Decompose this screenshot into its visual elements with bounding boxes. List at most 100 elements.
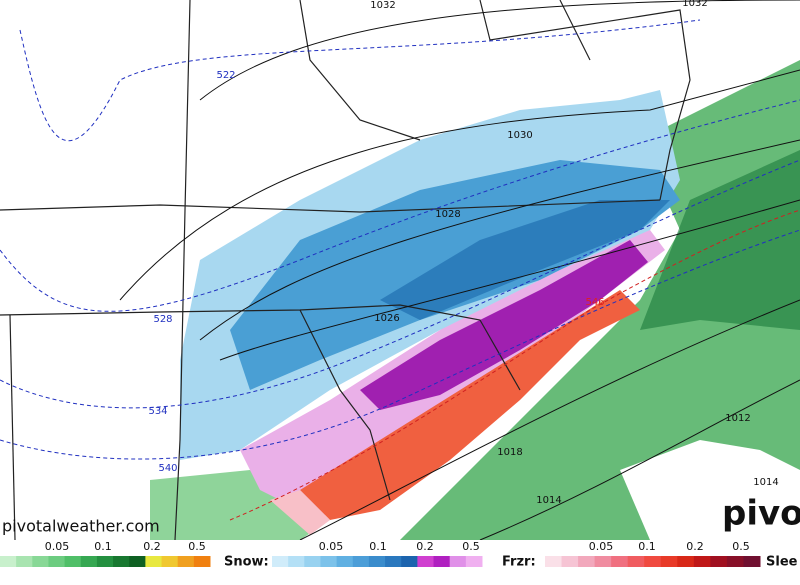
legend-tick-label: 0.2 — [143, 540, 161, 553]
frzr-swatch — [743, 556, 761, 567]
state-border — [559, 0, 591, 61]
frzr-swatch — [545, 556, 563, 567]
frzr-swatch — [693, 556, 711, 567]
contour-label: 534 — [148, 406, 167, 417]
legend-tick-label: 0.5 — [732, 540, 750, 553]
rain-light — [150, 470, 330, 540]
pressure-contour — [219, 199, 800, 361]
rain-swatch — [161, 556, 179, 567]
rain-heavy — [640, 150, 800, 330]
contour-label: 546 — [585, 297, 604, 308]
snow-swatch — [433, 556, 451, 567]
rain-swatch — [96, 556, 114, 567]
snow-swatch — [272, 556, 289, 567]
frzr-swatch — [578, 556, 596, 567]
snow-swatch — [320, 556, 338, 567]
thickness-contour — [229, 209, 800, 521]
state-border — [479, 0, 691, 201]
state-border — [0, 304, 521, 391]
legend-tick-label: 0.1 — [638, 540, 656, 553]
state-border — [9, 314, 16, 541]
dry-area — [620, 440, 800, 540]
snow-swatch — [368, 556, 386, 567]
legend-tick-label: 0.05 — [319, 540, 344, 553]
contour-label: 1014 — [536, 495, 561, 506]
contour-label: 1030 — [507, 130, 532, 141]
pressure-contour — [299, 299, 800, 541]
rain-swatch — [193, 556, 211, 567]
rain-swatch — [48, 556, 66, 567]
contour-label: 1012 — [725, 413, 750, 424]
rain-swatch — [64, 556, 82, 567]
frzr-swatch — [710, 556, 728, 567]
snow-swatch — [465, 556, 483, 567]
contour-label: 1026 — [374, 313, 399, 324]
rain-swatch — [32, 556, 49, 567]
precip-areas — [150, 60, 800, 540]
legend-tick-label: 0.5 — [188, 540, 206, 553]
rain-swatch — [129, 556, 146, 567]
frzr-swatch — [726, 556, 744, 567]
state-border — [299, 0, 421, 141]
legend-tick-label: 0.1 — [94, 540, 112, 553]
contour-label: 1028 — [435, 209, 460, 220]
legend-title: Frzr: — [502, 555, 536, 570]
snow-swatch — [401, 556, 418, 567]
contour-label: 1032 — [370, 0, 395, 11]
contours — [0, 0, 800, 541]
legend-tick-label: 0.05 — [45, 540, 70, 553]
snow-swatch — [352, 556, 370, 567]
pressure-contour — [119, 69, 800, 301]
legend-tick-label: 0.05 — [589, 540, 614, 553]
frzr-swatch — [644, 556, 662, 567]
snow-swatch — [449, 556, 467, 567]
contour-label: 1032 — [682, 0, 707, 9]
pressure-contour — [479, 379, 800, 541]
thickness-contour — [19, 19, 701, 141]
contour-label: 522 — [216, 70, 235, 81]
state-border — [299, 309, 391, 501]
legend-title: Slee — [766, 555, 798, 570]
legend-tick-label: 0.1 — [369, 540, 387, 553]
contour-label: 528 — [153, 314, 172, 325]
legend-tick-label: 0.5 — [462, 540, 480, 553]
frzr-light — [270, 490, 330, 535]
snow-swatch — [385, 556, 402, 567]
borders — [0, 0, 691, 541]
frzr-swatch — [627, 556, 645, 567]
state-border — [174, 0, 191, 541]
snow-swatch — [288, 556, 305, 567]
legend-title: Snow: — [224, 555, 269, 570]
snow-swatch — [304, 556, 321, 567]
pressure-contour — [199, 0, 800, 101]
state-border — [0, 199, 661, 213]
rain-swatch — [16, 556, 33, 567]
pressure-contour — [199, 139, 800, 341]
thickness-contour — [0, 159, 800, 409]
rain-swatch — [145, 556, 163, 567]
frzr-area — [300, 290, 640, 520]
frzr-swatch — [677, 556, 695, 567]
thickness-contour — [0, 99, 800, 312]
frzr-swatch — [594, 556, 612, 567]
contour-label: 540 — [158, 463, 177, 474]
contour-label: 1014 — [753, 477, 778, 488]
frzr-swatch — [660, 556, 678, 567]
watermark: pivotalweather.com — [2, 517, 160, 536]
rain-swatch — [113, 556, 130, 567]
logo: pivo — [722, 494, 800, 534]
legend-tick-label: 0.2 — [416, 540, 434, 553]
rain-area — [400, 60, 800, 540]
snow-heavy — [380, 200, 670, 320]
frzr-swatch — [611, 556, 629, 567]
contour-label: 1018 — [497, 447, 522, 458]
snow-swatch — [336, 556, 354, 567]
sleet-heavy — [360, 240, 648, 410]
snow-swatch — [417, 556, 435, 567]
rain-swatch — [80, 556, 98, 567]
frzr-swatch — [561, 556, 579, 567]
legend-tick-label: 0.2 — [686, 540, 704, 553]
rain-swatch — [0, 556, 17, 567]
rain-swatch — [177, 556, 195, 567]
